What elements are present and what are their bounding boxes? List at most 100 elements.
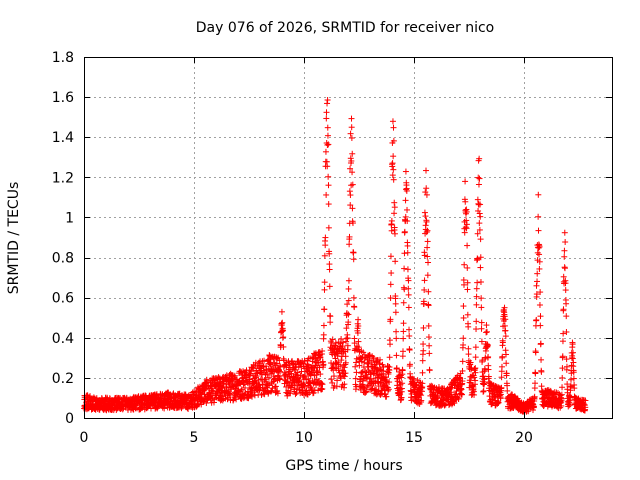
data-point xyxy=(389,160,396,167)
data-point xyxy=(562,287,569,294)
data-point xyxy=(329,336,336,343)
data-point xyxy=(561,229,568,236)
data-point xyxy=(310,389,317,396)
data-point xyxy=(338,357,345,364)
data-point xyxy=(477,279,484,286)
y-tick-label: 1 xyxy=(65,210,74,226)
data-point xyxy=(279,319,286,326)
data-point xyxy=(266,360,273,367)
data-point xyxy=(420,341,427,348)
y-tick-label: 0 xyxy=(65,411,74,427)
data-point xyxy=(477,264,484,271)
data-point xyxy=(346,188,353,195)
data-point xyxy=(252,374,259,381)
data-point xyxy=(562,239,569,246)
data-point xyxy=(327,313,334,320)
data-point xyxy=(325,182,332,189)
data-point xyxy=(324,124,331,131)
data-point xyxy=(390,166,397,173)
data-point xyxy=(271,384,278,391)
data-point xyxy=(559,374,566,381)
data-point xyxy=(419,369,426,376)
data-point xyxy=(561,247,568,254)
data-point xyxy=(390,153,397,160)
data-point xyxy=(328,376,335,383)
data-point xyxy=(567,376,574,383)
data-point xyxy=(321,279,328,286)
data-point xyxy=(320,361,327,368)
data-point xyxy=(337,363,344,370)
data-point xyxy=(341,381,348,388)
data-point xyxy=(345,285,352,292)
data-point xyxy=(353,369,360,376)
data-point xyxy=(480,388,487,395)
data-point xyxy=(426,350,433,357)
data-point xyxy=(421,209,428,216)
data-point xyxy=(483,329,490,336)
data-point xyxy=(324,96,331,103)
y-tick-label: 0.8 xyxy=(52,251,74,267)
data-point xyxy=(321,306,328,313)
data-point xyxy=(321,286,328,293)
data-point xyxy=(425,334,432,341)
data-point xyxy=(460,314,467,321)
data-point xyxy=(404,266,411,273)
data-point xyxy=(537,340,544,347)
data-point xyxy=(326,266,333,273)
data-point xyxy=(406,326,413,333)
data-point xyxy=(322,148,329,155)
data-point xyxy=(388,227,395,234)
data-point xyxy=(389,118,396,125)
data-point xyxy=(538,356,545,363)
data-point xyxy=(295,364,302,371)
data-point xyxy=(342,370,349,377)
y-tick-label: 1.2 xyxy=(52,170,74,186)
data-point xyxy=(242,384,249,391)
data-point xyxy=(352,375,359,382)
data-point xyxy=(420,324,427,331)
data-point xyxy=(304,361,311,368)
data-point xyxy=(280,327,287,334)
data-point xyxy=(563,363,570,370)
data-point xyxy=(319,348,326,355)
data-point xyxy=(344,342,351,349)
data-point xyxy=(353,359,360,366)
data-point xyxy=(401,228,408,235)
data-point xyxy=(324,132,331,139)
y-tick-label: 1.6 xyxy=(52,90,74,106)
data-point xyxy=(248,393,255,400)
data-point xyxy=(461,261,468,268)
data-point xyxy=(309,358,316,365)
data-point xyxy=(348,157,355,164)
data-point xyxy=(473,326,480,333)
data-point xyxy=(161,405,168,412)
data-point xyxy=(390,124,397,131)
data-point xyxy=(400,299,407,306)
data-point xyxy=(532,370,539,377)
data-point xyxy=(208,382,215,389)
data-point xyxy=(462,224,469,231)
data-point xyxy=(273,388,280,395)
data-point xyxy=(323,109,330,116)
data-point xyxy=(317,354,324,361)
data-point xyxy=(422,213,429,220)
data-point xyxy=(421,277,428,284)
data-point xyxy=(355,323,362,330)
data-point xyxy=(533,282,540,289)
data-point xyxy=(347,202,354,209)
data-point xyxy=(406,332,413,339)
data-point xyxy=(472,354,479,361)
data-point xyxy=(391,210,398,217)
data-point xyxy=(465,351,472,358)
data-point xyxy=(325,201,332,208)
x-tick-label: 20 xyxy=(515,430,533,446)
data-point xyxy=(354,330,361,337)
data-point xyxy=(393,335,400,342)
data-point xyxy=(563,300,570,307)
data-point xyxy=(280,343,287,350)
data-point xyxy=(465,345,472,352)
data-point xyxy=(392,309,399,316)
data-point xyxy=(474,279,481,286)
data-point xyxy=(350,294,357,301)
data-point xyxy=(350,256,357,263)
